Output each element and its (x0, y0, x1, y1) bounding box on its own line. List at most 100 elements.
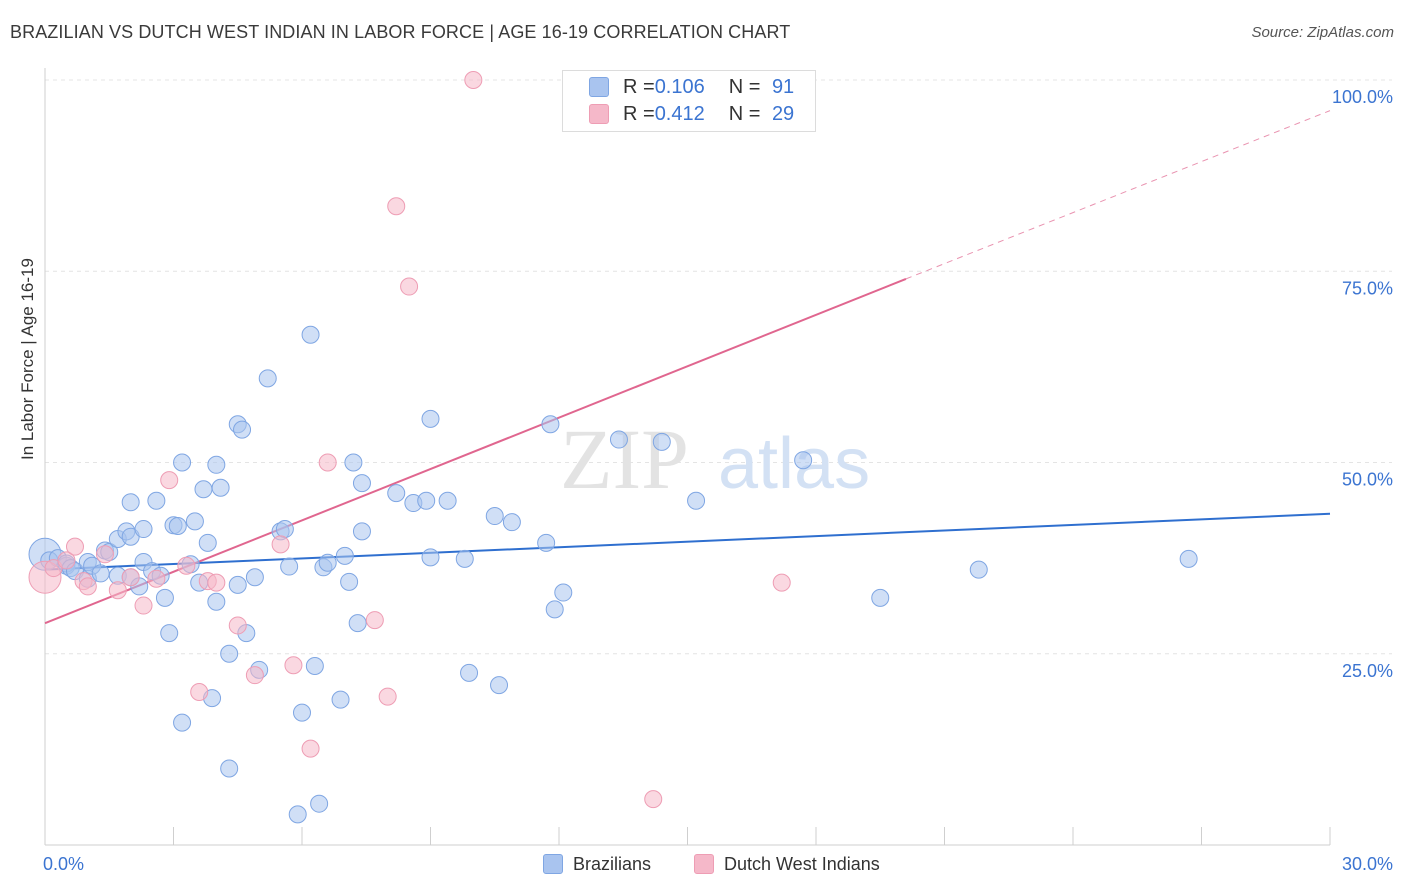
point-brazilians (185, 512, 204, 531)
point-dutch-west-indians (378, 687, 397, 706)
point-dutch-west-indians (365, 611, 384, 630)
bottom-legend-brazilians: Brazilians (543, 852, 651, 876)
point-brazilians (220, 759, 239, 778)
legend-row-dutch-west-indians: R = 0.412 N = 29 (589, 102, 794, 126)
legend-n-label: N = (728, 102, 766, 125)
point-brazilians (485, 507, 504, 526)
point-dutch-west-indians (121, 568, 140, 587)
source-label: Source: ZipAtlas.com (1251, 24, 1394, 41)
point-brazilians (541, 415, 560, 434)
legend-n-value: 29 (771, 102, 795, 125)
bottom-legend-dutch-west-indians: Dutch West Indians (694, 852, 880, 876)
point-dutch-west-indians (284, 656, 303, 675)
point-brazilians (417, 491, 436, 510)
point-brazilians (348, 614, 367, 633)
point-brazilians (554, 583, 573, 602)
point-brazilians (460, 663, 479, 682)
point-brazilians (455, 549, 474, 568)
point-brazilians (220, 644, 239, 663)
legend-row-brazilians: R = 0.106 N = 91 (589, 75, 794, 99)
point-dutch-west-indians (95, 545, 114, 564)
point-dutch-west-indians (57, 551, 76, 570)
bottom-legend-swatch-brazilians (543, 854, 563, 874)
bottom-legend-label-dutch-west-indians: Dutch West Indians (724, 853, 880, 874)
point-dutch-west-indians (160, 471, 179, 490)
point-brazilians (545, 600, 564, 619)
point-brazilians (134, 520, 153, 539)
legend-r-value: 0.106 (654, 75, 705, 98)
point-dutch-west-indians (464, 71, 483, 89)
point-brazilians (352, 522, 371, 541)
point-brazilians (537, 533, 556, 552)
point-dutch-west-indians (271, 535, 290, 554)
point-brazilians (687, 491, 706, 510)
point-brazilians (421, 548, 440, 567)
trend-lines (44, 110, 1331, 625)
legend-r-label: R = (623, 75, 655, 98)
point-brazilians (438, 491, 457, 510)
chart-title: BRAZILIAN VS DUTCH WEST INDIAN IN LABOR … (10, 22, 791, 42)
watermark-atlas: atlas (718, 424, 870, 504)
point-brazilians (194, 480, 213, 499)
point-brazilians (609, 430, 628, 449)
point-dutch-west-indians (387, 197, 406, 216)
gridlines (45, 79, 1392, 655)
data-points (28, 71, 1198, 824)
point-brazilians (335, 546, 354, 565)
legend-r-label: R = (623, 102, 655, 125)
legend-r-value: 0.412 (654, 102, 705, 125)
point-dutch-west-indians (78, 577, 97, 596)
point-brazilians (121, 493, 140, 512)
point-brazilians (207, 592, 226, 611)
point-brazilians (207, 455, 226, 474)
bottom-legend-swatch-dutch-west-indians (694, 854, 714, 874)
point-dutch-west-indians (644, 790, 663, 809)
point-dutch-west-indians (177, 556, 196, 575)
point-brazilians (228, 575, 247, 594)
watermark: ZIP atlas (560, 411, 870, 507)
point-brazilians (502, 513, 521, 532)
point-brazilians (318, 553, 337, 572)
point-brazilians (168, 516, 187, 535)
stats-legend: R = 0.106 N = 91 R = 0.412 N = 29 (562, 70, 816, 132)
y-tick-label: 25.0% (1342, 661, 1393, 681)
legend-swatch-brazilians (589, 77, 609, 97)
axes (44, 68, 1331, 846)
y-tick-label: 50.0% (1342, 470, 1393, 490)
point-brazilians (305, 656, 324, 675)
point-brazilians (147, 491, 166, 510)
x-tick-label: 30.0% (1342, 854, 1393, 874)
point-brazilians (794, 451, 813, 470)
legend-n-value: 91 (771, 75, 795, 98)
legend-n-label: N = (728, 75, 766, 98)
point-brazilians (275, 520, 294, 539)
point-brazilians (331, 690, 350, 709)
point-brazilians (173, 713, 192, 732)
point-dutch-west-indians (400, 277, 419, 296)
point-dutch-west-indians (245, 666, 264, 685)
point-brazilians (280, 557, 299, 576)
point-dutch-west-indians (134, 596, 153, 615)
point-dutch-west-indians (228, 616, 247, 635)
point-brazilians (293, 703, 311, 722)
point-brazilians (421, 409, 440, 428)
point-brazilians (387, 484, 406, 503)
point-dutch-west-indians (318, 453, 337, 472)
point-brazilians (173, 453, 192, 472)
point-brazilians (969, 560, 988, 579)
y-tick-label: 75.0% (1342, 278, 1393, 298)
point-dutch-west-indians (301, 739, 320, 758)
point-brazilians (245, 568, 264, 587)
tick-labels: 25.0% 50.0% 75.0% 100.0% 0.0% 30.0% (43, 87, 1393, 874)
point-brazilians (344, 453, 363, 472)
point-brazilians (233, 420, 252, 439)
point-brazilians (160, 624, 179, 643)
point-brazilians (288, 805, 307, 824)
bottom-legend-label-brazilians: Brazilians (573, 853, 652, 874)
point-dutch-west-indians (190, 683, 209, 701)
point-brazilians (211, 478, 230, 497)
point-brazilians (352, 474, 371, 493)
point-dutch-west-indians (65, 537, 84, 556)
point-dutch-west-indians (108, 581, 127, 600)
